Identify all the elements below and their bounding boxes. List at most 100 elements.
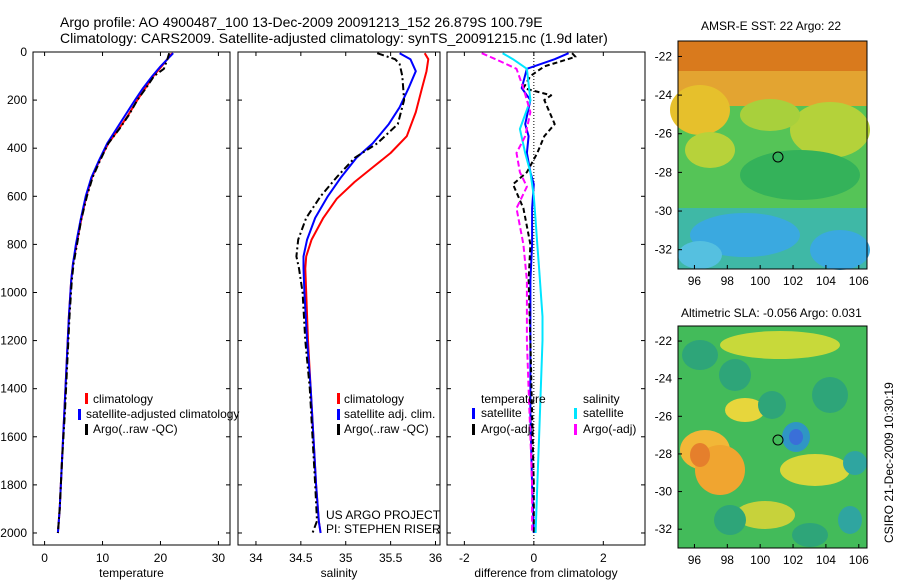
sst-warm-blob (740, 99, 800, 131)
legend-swatch-satellite-temp (472, 408, 475, 419)
sla-high (720, 331, 840, 359)
series-line-satellite (520, 52, 569, 534)
salinity-annotation: US ARGO PROJECT PI: STEPHEN RISER (326, 508, 441, 536)
y-tick-label: 1200 (0, 334, 27, 348)
sst-map (670, 40, 870, 270)
y-tick-label: 1600 (0, 430, 27, 444)
x-tick-label: 20 (154, 551, 168, 565)
sla-map (677, 325, 868, 549)
map-x-tick-label: 106 (849, 274, 869, 288)
map-x-tick-label: 100 (750, 553, 770, 567)
map-y-tick-label: -28 (655, 447, 673, 461)
temperature-panel: 0 10 20 30 0 200 400 600 800 1000 1200 1400 1600 1800… (0, 45, 231, 580)
sla-low (843, 451, 867, 475)
sla-high (735, 501, 795, 529)
sla-map-frame (677, 325, 868, 549)
map-y-tick-label: -22 (655, 49, 673, 63)
x-tick-label: 30 (212, 551, 226, 565)
map-y-tick-label: -30 (655, 204, 673, 218)
x-tick-label: 2 (600, 551, 607, 565)
y-tick-label: 1800 (0, 478, 27, 492)
map-x-tick-label: 96 (688, 553, 702, 567)
sla-low (789, 429, 803, 445)
sla-low (719, 359, 751, 391)
map-x-tick-label: 96 (688, 274, 702, 288)
map-y-tick-label: -28 (655, 165, 673, 179)
sst-cool-blob (690, 213, 800, 257)
x-tick-label: 34.5 (289, 551, 313, 565)
axes-frame (237, 51, 441, 546)
map-y-tick-label: -30 (655, 485, 673, 499)
sst-cool-blob (810, 230, 870, 270)
y-tick-label: 1400 (0, 382, 27, 396)
legend-swatch-climatology (337, 393, 340, 404)
salinity-legend: climatology satellite adj. clim. Argo(..… (337, 392, 435, 436)
sst-cool-blob (678, 241, 722, 269)
legend-swatch-argo-sal (574, 424, 577, 435)
sst-green-blob (740, 150, 860, 200)
sla-low (714, 505, 746, 535)
legend-swatch-satellite-sal (574, 408, 577, 419)
legend-label: Argo(..raw -QC) (93, 422, 178, 436)
map-y-tick-label: -32 (655, 522, 673, 536)
y-tick-label: 200 (7, 93, 27, 107)
legend-label: satellite (583, 406, 624, 420)
series-line-climatology (304, 52, 430, 534)
project-label: US ARGO PROJECT (326, 508, 441, 522)
temperature-legend: climatology satellite-adjusted climatolo… (78, 392, 239, 436)
header-line1: Argo profile: AO 4900487_100 13-Dec-2009… (60, 14, 543, 30)
map-x-tick-label: 104 (816, 553, 836, 567)
series-line-climatology (56, 52, 173, 534)
legend-label: satellite-adjusted climatology (86, 407, 239, 421)
legend-swatch-argo-temp (472, 424, 475, 435)
map-x-tick-label: 104 (816, 274, 836, 288)
legend-swatch-satellite (78, 409, 81, 420)
x-axis-label: salinity (321, 566, 358, 580)
x-tick-label: 0 (41, 551, 48, 565)
map-y-tick-label: -24 (655, 88, 673, 102)
sst-map-axes: 96 98 100 102 104 106 -22 -24 -26 -28 -30 -32 (655, 49, 869, 288)
legend-label: satellite adj. clim. (344, 407, 435, 421)
map-y-tick-label: -26 (655, 127, 673, 141)
x-tick-label: 10 (96, 551, 110, 565)
series-line-argo-raw-qc- (295, 52, 406, 534)
sst-warm-blob (685, 132, 735, 168)
sla-low (812, 377, 848, 413)
map-y-tick-label: -24 (655, 372, 673, 386)
legend-swatch-argo (85, 424, 88, 435)
axes-frame (32, 51, 231, 546)
legend-swatch-argo (337, 424, 340, 435)
sla-low (792, 523, 828, 547)
x-tick-label: 35.5 (379, 551, 403, 565)
map-y-tick-label: -32 (655, 243, 673, 257)
series-line-satellite-adj-clim- (302, 52, 417, 534)
x-axis-label: temperature (99, 566, 164, 580)
sla-map-axes: 96 98 100 102 104 106 -22 -24 -26 -28 -30 -32 (655, 334, 869, 567)
map-x-tick-label: 102 (783, 553, 803, 567)
sla-low (758, 391, 786, 419)
legend-group-temperature: temperature (481, 392, 546, 406)
legend-label: Argo(..raw -QC) (344, 422, 429, 436)
x-tick-label: 36 (429, 551, 443, 565)
legend-swatch-satellite (337, 409, 340, 420)
sla-high (780, 454, 850, 486)
difference-legend: temperature satellite Argo(-adj) salinit… (472, 392, 636, 436)
sst-argo-marker (772, 151, 784, 163)
sla-high (690, 443, 710, 467)
series-line-satellite (502, 52, 544, 534)
legend-swatch-climatology (85, 393, 88, 404)
map-y-tick-label: -26 (655, 409, 673, 423)
series-line-satellite-adjusted-climatology (56, 52, 174, 534)
x-tick-label: 35 (339, 551, 353, 565)
legend-label: Argo(-adj) (583, 422, 636, 436)
sla-map-title: Altimetric SLA: -0.056 Argo: 0.031 (681, 306, 862, 320)
y-tick-label: 1000 (0, 285, 27, 299)
sla-low (682, 340, 718, 370)
legend-label: Argo(-adj) (481, 422, 534, 436)
map-y-tick-label: -22 (655, 334, 673, 348)
legend-label: satellite (481, 406, 522, 420)
salinity-panel: 34 34.5 35 35.5 36 salinity (237, 51, 443, 580)
pi-label: PI: STEPHEN RISER (326, 522, 441, 536)
legend-group-salinity: salinity (583, 392, 620, 406)
